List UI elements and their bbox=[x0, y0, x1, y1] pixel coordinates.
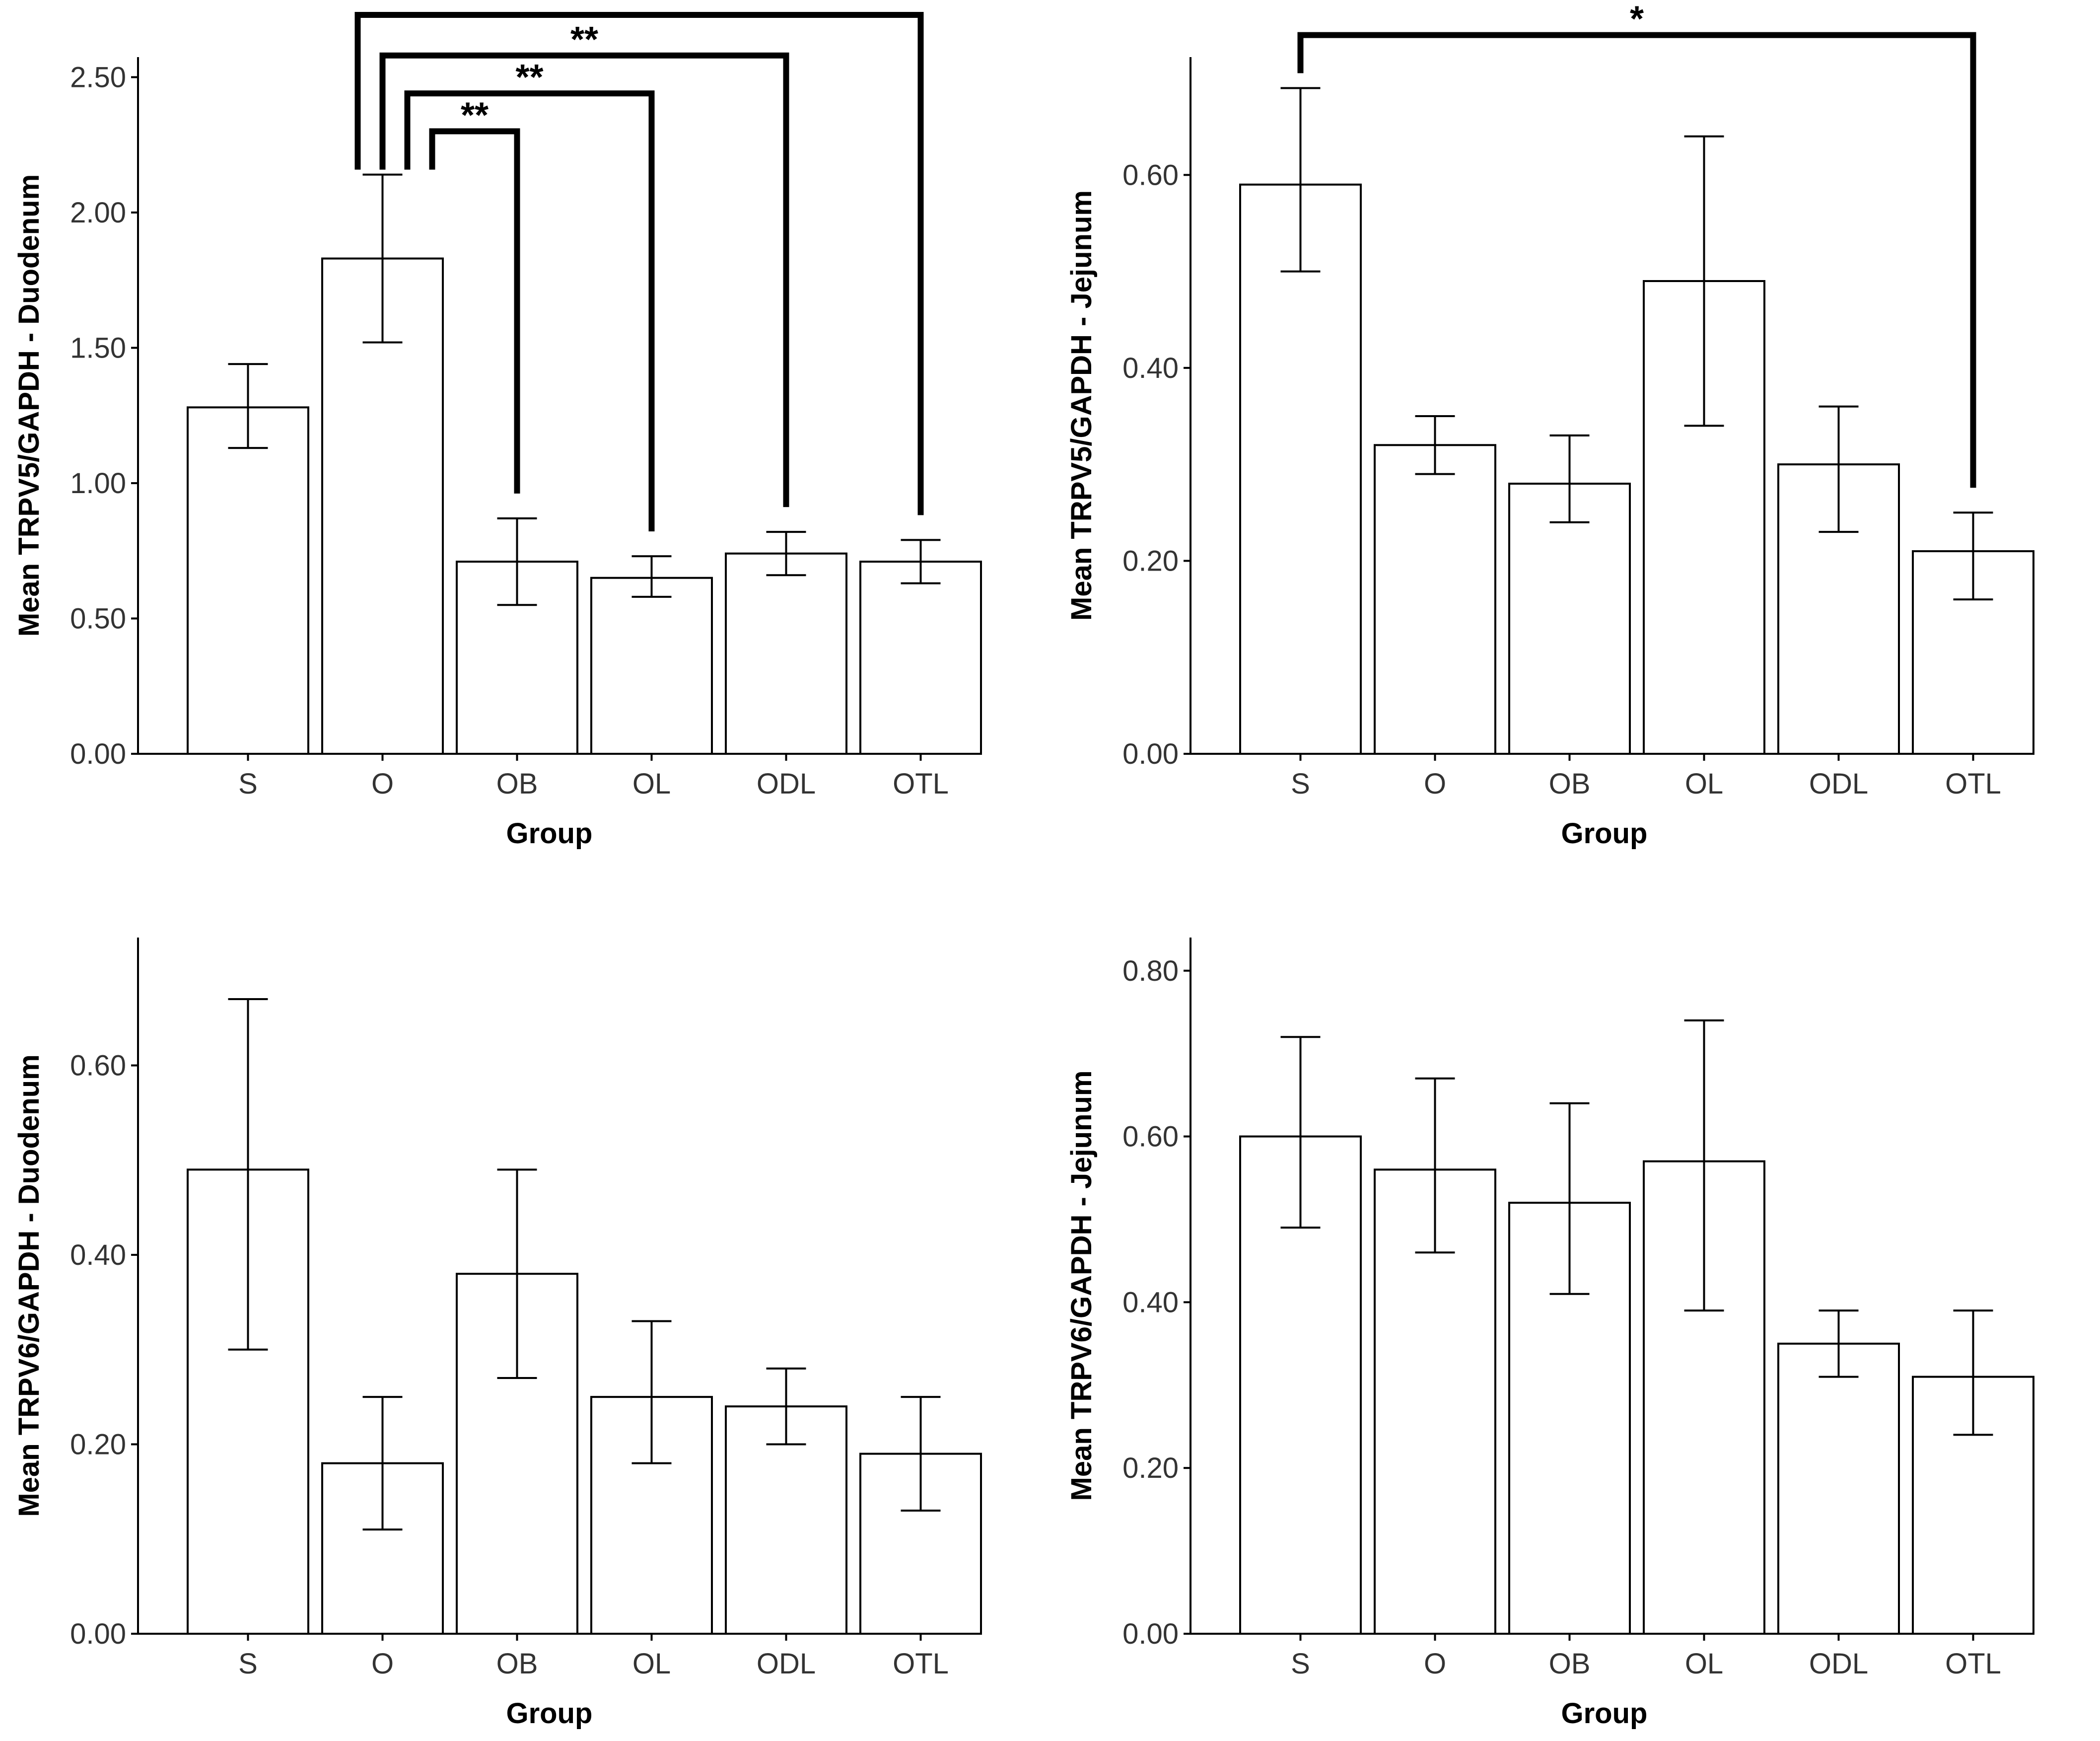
y-axis-title: Mean TRPV5/GAPDH - Duodenum bbox=[13, 174, 45, 637]
y-tick-label: 0.80 bbox=[1122, 955, 1179, 987]
y-axis-title: Mean TRPV6/GAPDH - Jejunum bbox=[1065, 1071, 1098, 1501]
y-tick-label: 0.20 bbox=[1122, 1452, 1179, 1484]
x-tick-label-O: O bbox=[371, 1648, 394, 1680]
x-tick-label-O: O bbox=[1424, 768, 1446, 800]
x-tick-label-ODL: ODL bbox=[757, 768, 816, 800]
significance-bracket-S-OTL bbox=[1297, 32, 1976, 488]
significance-label-O-ODL: ** bbox=[570, 20, 598, 60]
bar-OTL bbox=[859, 561, 982, 755]
y-tick-label: 0.00 bbox=[70, 1618, 126, 1650]
x-tick-label-OL: OL bbox=[632, 1648, 671, 1680]
x-tick-label-OB: OB bbox=[496, 1648, 538, 1680]
x-tick-label-OL: OL bbox=[1685, 1648, 1723, 1680]
x-axis-title: Group bbox=[1561, 1697, 1648, 1730]
bar-S bbox=[187, 406, 309, 755]
y-tick-label: 0.20 bbox=[1122, 545, 1179, 577]
x-tick-label-OL: OL bbox=[632, 768, 671, 800]
x-tick-label-OL: OL bbox=[1685, 768, 1723, 800]
x-tick-label-OTL: OTL bbox=[1945, 1648, 2001, 1680]
y-tick-label: 0.60 bbox=[1122, 1121, 1179, 1153]
x-tick-label-S: S bbox=[1291, 768, 1310, 800]
y-tick-label: 0.60 bbox=[70, 1050, 126, 1082]
x-tick-label-ODL: ODL bbox=[757, 1648, 816, 1680]
x-tick-label-OB: OB bbox=[1549, 768, 1591, 800]
significance-label-O-OB: ** bbox=[461, 95, 489, 135]
significance-bracket-O-ODL bbox=[379, 52, 789, 508]
bar-OL bbox=[590, 577, 713, 755]
y-tick-label: 0.00 bbox=[1122, 1618, 1179, 1650]
bar-S bbox=[1239, 183, 1362, 755]
x-tick-label-OB: OB bbox=[496, 768, 538, 800]
y-tick-label: 0.50 bbox=[70, 602, 126, 635]
chart-panel-top-left: 0.00 0.50 1.00 1.50 2.00 2.50 S O OB OL ODL OTL Grou… bbox=[13, 0, 982, 850]
x-tick-label-O: O bbox=[1424, 1648, 1446, 1680]
x-tick-label-OTL: OTL bbox=[893, 1648, 949, 1680]
significance-label-O-OTL: ** bbox=[625, 0, 653, 19]
x-tick-label-OTL: OTL bbox=[893, 768, 949, 800]
significance-bracket-O-OTL bbox=[354, 12, 924, 515]
y-tick-label: 0.20 bbox=[70, 1429, 126, 1461]
x-tick-label-ODL: ODL bbox=[1809, 1648, 1868, 1680]
chart-panel-top-right: 0.00 0.20 0.40 0.60 S O OB OL ODL OTL Group Mean TR… bbox=[1065, 0, 2034, 850]
bar-ODL bbox=[725, 552, 847, 755]
bar-ODL bbox=[1777, 1342, 1900, 1635]
x-tick-label-OTL: OTL bbox=[1945, 768, 2001, 800]
y-tick-label: 2.50 bbox=[70, 61, 126, 93]
y-tick-label: 0.40 bbox=[1122, 352, 1179, 384]
y-tick-label: 0.40 bbox=[70, 1239, 126, 1271]
y-axis-title: Mean TRPV6/GAPDH - Duodenum bbox=[13, 1054, 45, 1517]
x-tick-label-ODL: ODL bbox=[1809, 768, 1868, 800]
y-tick-label: 0.60 bbox=[1122, 159, 1179, 191]
y-axis-title: Mean TRPV5/GAPDH - Jejunum bbox=[1065, 190, 1098, 621]
x-axis-title: Group bbox=[506, 817, 593, 850]
y-tick-label: 1.50 bbox=[70, 332, 126, 364]
chart-panel-bottom-left: 0.00 0.20 0.40 0.60 S O OB OL ODL OTL Group Mean TR… bbox=[13, 938, 982, 1730]
y-tick-label: 1.00 bbox=[70, 467, 126, 500]
x-tick-label-S: S bbox=[238, 1648, 258, 1680]
y-tick-label: 0.00 bbox=[1122, 738, 1179, 770]
significance-bracket-O-OB bbox=[429, 128, 520, 494]
x-tick-label-S: S bbox=[238, 768, 258, 800]
y-tick-label: 0.40 bbox=[1122, 1286, 1179, 1318]
significance-label-S-OTL: * bbox=[1630, 0, 1644, 39]
x-axis-title: Group bbox=[1561, 817, 1648, 850]
chart-panel-bottom-right: 0.00 0.20 0.40 0.60 0.80 S O OB OL ODL OTL Group Mea… bbox=[1065, 938, 2034, 1730]
y-tick-label: 0.00 bbox=[70, 738, 126, 770]
significance-bracket-O-OL bbox=[404, 90, 655, 532]
x-tick-label-OB: OB bbox=[1549, 1648, 1591, 1680]
y-tick-label: 2.00 bbox=[70, 197, 126, 229]
x-tick-label-O: O bbox=[371, 768, 394, 800]
bar-OB bbox=[1508, 483, 1631, 755]
x-axis-title: Group bbox=[506, 1697, 593, 1730]
significance-label-O-OL: ** bbox=[515, 58, 543, 97]
bar-O bbox=[1374, 444, 1496, 755]
x-tick-label-S: S bbox=[1291, 1648, 1310, 1680]
